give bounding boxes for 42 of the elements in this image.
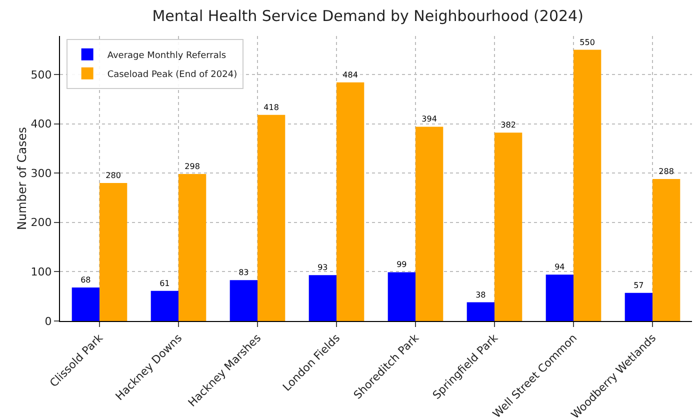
data-label: 93 [318, 263, 328, 272]
data-label: 57 [634, 280, 644, 290]
bar [574, 50, 602, 321]
bar [624, 292, 652, 321]
bar [466, 302, 494, 321]
data-label: 394 [422, 114, 437, 124]
data-label: 83 [238, 268, 249, 278]
chart-title: Mental Health Service Demand by Neighbourhood (2024) [152, 6, 584, 25]
y-tick-label: 100 [30, 266, 52, 279]
bar [72, 287, 100, 321]
bar [258, 114, 286, 321]
y-axis-title: Number of Cases [14, 126, 29, 230]
data-label: 94 [554, 262, 565, 272]
y-tick-label: 0 [44, 314, 52, 328]
bar [652, 178, 680, 321]
data-label: 61 [160, 278, 170, 288]
data-label: 68 [80, 275, 91, 284]
data-label: 484 [342, 70, 358, 80]
data-label: 298 [184, 162, 200, 172]
data-label: 288 [658, 166, 674, 176]
bar [388, 272, 416, 321]
data-label: 38 [476, 290, 486, 300]
data-label: 99 [396, 260, 407, 270]
data-label: 280 [106, 170, 121, 180]
bar [546, 274, 574, 321]
y-tick-label: 300 [30, 166, 52, 180]
legend-label: Average Monthly Referrals [107, 50, 226, 61]
data-label: 418 [264, 102, 279, 112]
bar [100, 182, 128, 321]
data-label: 550 [580, 38, 595, 47]
y-tick-label: 400 [30, 118, 52, 131]
bar [416, 126, 444, 321]
bar [150, 290, 178, 321]
bar [230, 280, 258, 321]
y-tick-label: 200 [30, 216, 52, 230]
bar [178, 174, 206, 321]
bar [494, 132, 522, 321]
data-label: 382 [500, 120, 516, 130]
y-tick-label: 500 [30, 68, 52, 82]
bar [308, 275, 336, 321]
legend-label: Caseload Peak (End of 2024) [107, 70, 238, 80]
bar [336, 82, 364, 321]
